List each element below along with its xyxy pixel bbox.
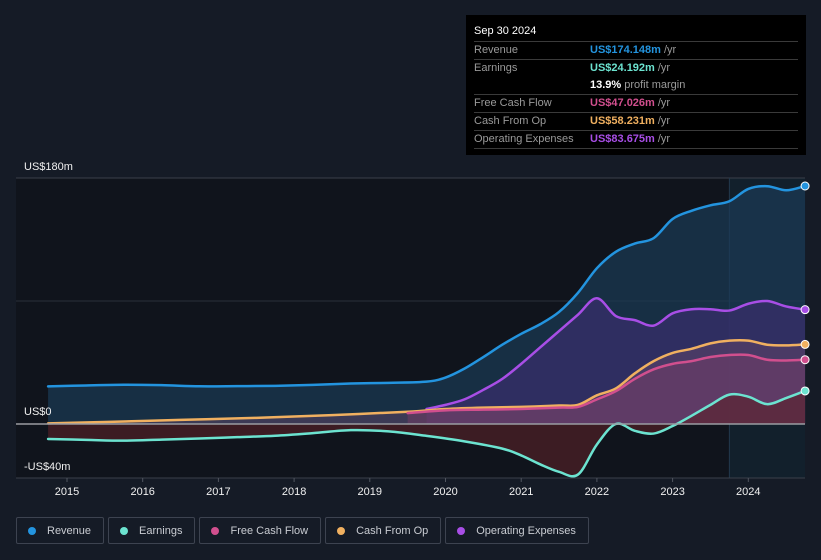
- tooltip-row-revenue: Revenue US$174.148m /yr: [474, 42, 798, 60]
- tooltip-label: Cash From Op: [474, 115, 547, 127]
- x-tick-label: 2019: [358, 486, 382, 498]
- tooltip-value: US$47.026m: [590, 97, 655, 109]
- free-cash-flow-dot-icon: [211, 526, 220, 535]
- revenue-dot-icon: [28, 526, 36, 535]
- legend-item-free-cash-flow[interactable]: Free Cash Flow: [199, 517, 322, 544]
- tooltip-label: Free Cash Flow: [474, 97, 552, 109]
- tooltip-unit: /yr: [657, 133, 671, 145]
- x-tick-label: 2015: [55, 486, 79, 498]
- revenue-endpoint: [800, 181, 810, 191]
- operating-expenses-area: [426, 298, 806, 424]
- series-endpoints: [800, 181, 810, 396]
- x-tick-label: 2017: [206, 486, 230, 498]
- legend-label: Cash From Op: [356, 524, 429, 537]
- tooltip-label: Revenue: [474, 44, 519, 56]
- cash-from-op-area: [48, 340, 806, 424]
- y-tick-label-180m: US$180m: [24, 161, 73, 173]
- legend-label: Earnings: [139, 524, 183, 537]
- operating-expenses-dot-icon: [457, 526, 466, 535]
- x-tick-label: 2018: [282, 486, 306, 498]
- tooltip-value: US$58.231m: [590, 115, 655, 127]
- legend-item-earnings[interactable]: Earnings: [108, 517, 196, 544]
- tooltip-row-free-cash-flow: Free Cash Flow US$47.026m /yr: [474, 95, 798, 113]
- x-tick-label: 2016: [130, 486, 154, 498]
- earnings-area: [48, 390, 806, 477]
- tooltip-row-earnings: Earnings US$24.192m /yr: [474, 60, 798, 77]
- y-tick-label-neg40m: -US$40m: [24, 461, 70, 473]
- legend: Revenue Earnings Free Cash Flow Cash Fro…: [16, 517, 589, 544]
- revenue-line: [46, 184, 807, 388]
- legend-item-cash-from-op[interactable]: Cash From Op: [325, 517, 442, 544]
- tooltip-label: [474, 77, 590, 94]
- x-tick-label: 2024: [736, 486, 760, 498]
- cash-from-op-line: [46, 338, 807, 425]
- legend-item-revenue[interactable]: Revenue: [16, 517, 105, 544]
- earnings-endpoint: [800, 386, 810, 396]
- x-tick-label: 2022: [585, 486, 609, 498]
- tooltip-panel: Sep 30 2024 Revenue US$174.148m /yr Earn…: [466, 15, 806, 155]
- tooltip-value: US$83.675m: [590, 133, 655, 145]
- tooltip-label: Operating Expenses: [474, 133, 574, 145]
- profit-margin-text: profit margin: [624, 79, 686, 91]
- profit-margin-value: 13.9%: [590, 79, 622, 91]
- cash-from-op-dot-icon: [337, 526, 346, 535]
- tooltip-unit: /yr: [657, 62, 671, 74]
- tooltip-unit: /yr: [663, 44, 677, 56]
- earnings-dot-icon: [120, 526, 129, 535]
- earnings-line: [46, 389, 807, 478]
- tooltip-value: US$174.148m: [590, 44, 661, 56]
- legend-label: Revenue: [47, 524, 92, 537]
- x-tick-label: 2023: [660, 486, 684, 498]
- tooltip-row-cash-from-op: Cash From Op US$58.231m /yr: [474, 113, 798, 131]
- operating-expenses-endpoint: [800, 305, 810, 315]
- tooltip-row-operating-expenses: Operating Expenses US$83.675m /yr: [474, 131, 798, 149]
- tooltip-row-profit-margin: 13.9% profit margin: [474, 77, 798, 95]
- free-cash-flow-endpoint: [800, 355, 810, 365]
- legend-label: Operating Expenses: [476, 524, 576, 537]
- series-lines: [16, 184, 807, 478]
- free-cash-flow-line: [406, 353, 807, 415]
- legend-label: Free Cash Flow: [230, 524, 309, 537]
- tooltip-value: US$24.192m: [590, 62, 655, 74]
- x-axis: 2015 2016 2017 2018 2019 2020 2021 2022 2023 2024: [16, 477, 805, 498]
- tooltip-label: Earnings: [474, 62, 518, 74]
- cash-from-op-endpoint: [800, 339, 810, 349]
- tooltip-unit: /yr: [657, 97, 671, 109]
- x-tick-label: 2020: [433, 486, 457, 498]
- x-tick-label: 2021: [509, 486, 533, 498]
- y-tick-label-0: US$0: [24, 406, 52, 418]
- operating-expenses-line: [425, 297, 807, 411]
- tooltip-date: Sep 30 2024: [474, 23, 798, 42]
- legend-item-operating-expenses[interactable]: Operating Expenses: [445, 517, 589, 544]
- tooltip-unit: /yr: [657, 115, 671, 127]
